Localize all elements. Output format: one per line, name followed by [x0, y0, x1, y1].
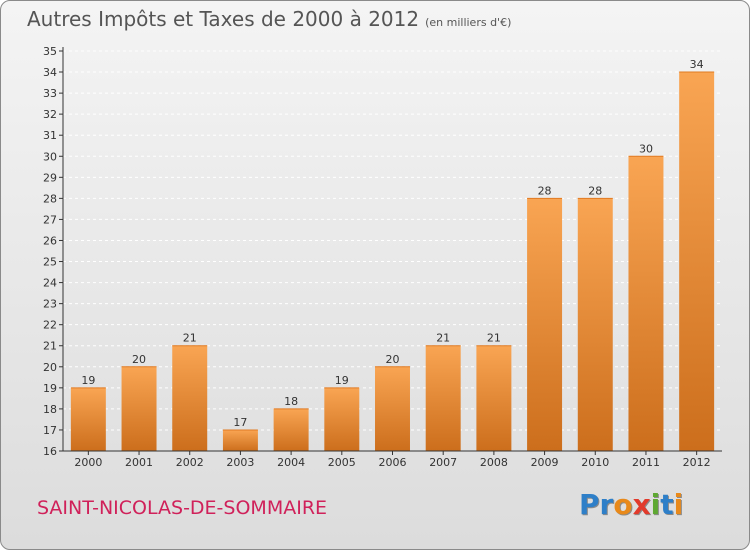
y-tick-label: 34: [43, 66, 57, 79]
y-tick-label: 29: [43, 171, 57, 184]
bar: [172, 345, 208, 451]
x-tick-label: 2001: [125, 456, 153, 469]
bar: [324, 387, 360, 451]
logo-letter: i: [673, 488, 684, 521]
y-tick-label: 23: [43, 298, 57, 311]
data-label: 28: [588, 184, 602, 197]
logo-letter: i: [650, 488, 661, 521]
y-tick-label: 24: [43, 277, 57, 290]
x-tick-label: 2009: [531, 456, 559, 469]
x-tick-label: 2010: [581, 456, 609, 469]
bar: [121, 366, 157, 451]
logo-letter: t: [660, 488, 674, 521]
y-tick-label: 28: [43, 192, 57, 205]
bar: [527, 198, 563, 451]
commune-name: SAINT-NICOLAS-DE-SOMMAIRE: [37, 497, 328, 519]
data-label: 21: [487, 332, 501, 345]
x-tick-label: 2006: [379, 456, 407, 469]
bar: [222, 429, 258, 451]
x-tick-label: 2005: [328, 456, 356, 469]
y-tick-label: 21: [43, 340, 57, 353]
x-tick-label: 2011: [632, 456, 660, 469]
y-tick-label: 19: [43, 382, 57, 395]
data-label: 18: [284, 395, 298, 408]
data-label: 19: [81, 374, 95, 387]
bar: [273, 408, 309, 451]
data-label: 34: [690, 58, 704, 71]
data-label: 19: [335, 374, 349, 387]
y-tick-label: 31: [43, 129, 57, 142]
y-tick-label: 22: [43, 319, 57, 332]
logo-letter: x: [632, 488, 651, 521]
y-tick-label: 30: [43, 150, 57, 163]
logo-letter: P: [579, 488, 600, 521]
data-label: 30: [639, 142, 653, 155]
x-tick-label: 2004: [277, 456, 305, 469]
x-tick-label: 2000: [74, 456, 102, 469]
y-tick-label: 27: [43, 213, 57, 226]
bar: [476, 345, 512, 451]
y-tick-label: 35: [43, 45, 57, 58]
data-label: 20: [386, 353, 400, 366]
x-tick-label: 2012: [683, 456, 711, 469]
bar: [679, 72, 715, 451]
y-tick-label: 33: [43, 87, 57, 100]
y-tick-label: 16: [43, 445, 57, 458]
x-tick-label: 2007: [429, 456, 457, 469]
x-tick-label: 2003: [226, 456, 254, 469]
chart-title-text: Autres Impôts et Taxes de 2000 à 2012: [27, 7, 420, 31]
proxiti-logo: Proxiti: [579, 488, 683, 521]
data-label: 21: [183, 332, 197, 345]
x-tick-label: 2002: [176, 456, 204, 469]
y-tick-label: 20: [43, 361, 57, 374]
logo-letter: r: [599, 488, 614, 521]
y-tick-label: 17: [43, 424, 57, 437]
x-tick-label: 2008: [480, 456, 508, 469]
y-tick-label: 32: [43, 108, 57, 121]
y-tick-label: 18: [43, 403, 57, 416]
logo-letter: o: [613, 488, 633, 521]
data-label: 28: [538, 184, 552, 197]
bar: [628, 156, 664, 451]
data-label: 20: [132, 353, 146, 366]
chart-title-unit: (en milliers d'€): [425, 16, 512, 29]
y-tick-label: 26: [43, 234, 57, 247]
bar: [375, 366, 410, 451]
data-label: 21: [436, 332, 450, 345]
data-label: 17: [233, 416, 247, 429]
chart-title: Autres Impôts et Taxes de 2000 à 2012 (en…: [27, 7, 511, 31]
bar: [577, 198, 613, 451]
y-tick-label: 25: [43, 256, 57, 269]
bar: [425, 345, 461, 451]
bar: [70, 387, 106, 451]
